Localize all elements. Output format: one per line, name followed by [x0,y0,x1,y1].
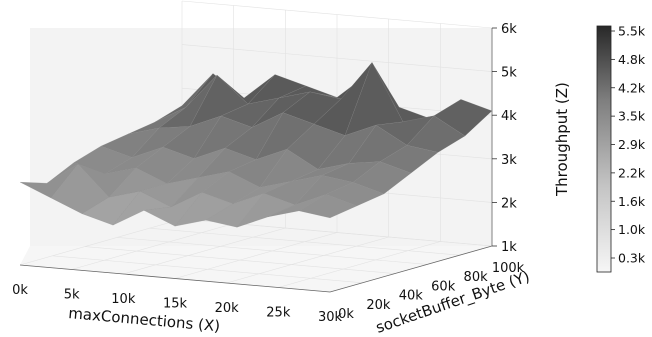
x-tick-label: 10k [111,292,136,307]
x-axis-label: maxConnections (X) [68,304,221,335]
y-gridline [52,255,363,284]
x-tick-label: 0k [12,283,28,298]
colorbar-gradient [596,25,612,273]
y-tick-label: 20k [366,298,391,313]
surface-facet [298,194,358,219]
x-tick-label: 30k [318,310,343,325]
z-tick-label: 5k [501,66,517,81]
colorbar: 0.3k 1.0k 1.6k 2.2k 2.9k 3.5k 4.2k 4.8k 5.5k [596,24,646,273]
floor-pane [20,246,492,292]
colorbar-tick-label: 1.6k [618,194,646,209]
colorbar-tick-label: 2.9k [618,137,646,152]
z-axis-label: Throughput (Z) [553,82,571,197]
y-gridline [84,246,395,274]
z-tick-label: 2k [501,196,517,211]
x-tick-label: 15k [163,297,188,312]
colorbar-tick-label: 4.8k [618,52,646,67]
y-tick-label: 80k [464,270,489,285]
y-tick-label: 60k [431,279,456,294]
colorbar-tick-labels: 0.3k 1.0k 1.6k 2.2k 2.9k 3.5k 4.2k 4.8k 5.5k [611,24,646,266]
colorbar-tick-label: 3.5k [618,109,646,124]
y-tick-label: 0k [338,307,354,322]
x-tick-label: 5k [64,288,80,303]
z-tick-labels: 1k 2k 3k 4k 5k 6k [492,22,517,255]
colorbar-tick-label: 1.0k [618,222,646,237]
colorbar-tick-label: 2.2k [618,165,646,180]
colorbar-tick-label: 0.3k [618,251,646,266]
x-axis-line [19,264,331,293]
z-tick-label: 4k [501,109,517,124]
x-tick-label: 20k [215,301,240,316]
y-gridline [149,227,460,256]
y-axis-label: socketBuffer_Byte (Y) [373,267,532,337]
colorbar-tick-label: 5.5k [618,24,646,39]
axis-lines [19,28,493,293]
z-tick-label: 1k [501,240,517,255]
z-tick-label: 6k [501,22,517,37]
x-tick-labels: 0k 5k 10k 15k 20k 25k 30k [12,283,342,325]
y-axis-line [329,245,493,293]
z-tick-label: 3k [501,153,517,168]
x-tick-label: 25k [266,306,291,321]
y-gridline [117,237,428,265]
surface-plot [19,61,493,228]
y-tick-label: 100k [492,261,525,276]
y-tick-label: 40k [399,289,424,304]
colorbar-tick-label: 4.2k [618,80,646,95]
